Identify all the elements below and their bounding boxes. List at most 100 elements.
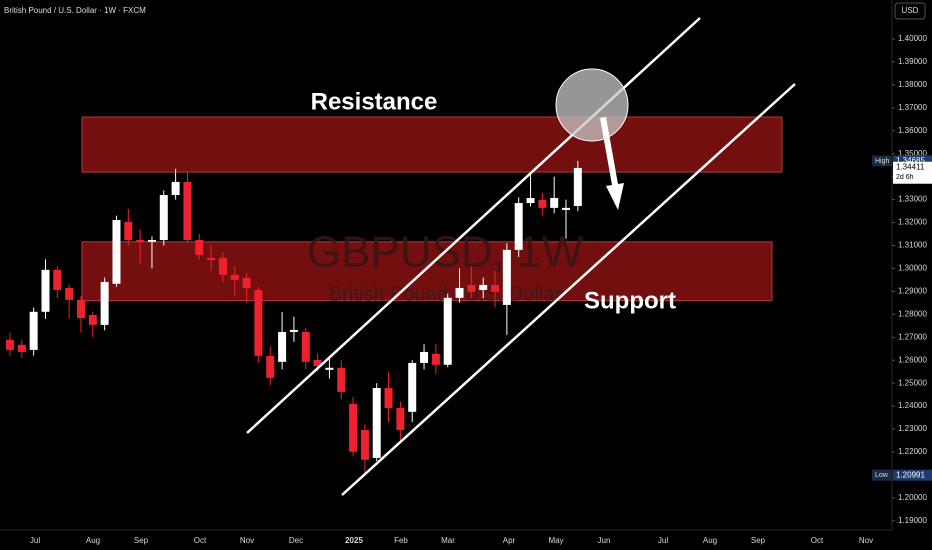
chart-title: British Pound / U.S. Dollar · 1W · FXCM (4, 6, 146, 15)
candle-body (443, 297, 452, 365)
price-label-name-box (872, 469, 892, 481)
x-tick-label: Nov (859, 536, 873, 545)
x-tick-label: Sep (134, 536, 149, 545)
candle-body (491, 284, 500, 292)
zone-label: Support (584, 287, 676, 314)
candle-body (573, 167, 582, 207)
candle-body (159, 195, 168, 240)
candle-body (230, 274, 239, 280)
arrow-down (600, 117, 624, 210)
countdown: 2d 6h (896, 174, 914, 181)
x-tick-label: Oct (811, 536, 824, 545)
candle-body (514, 203, 523, 250)
candle-body (6, 339, 14, 350)
candle-body (124, 221, 133, 240)
candle-body (325, 367, 334, 370)
x-tick-label: Jul (30, 536, 40, 545)
price-label-box (893, 161, 932, 184)
candle-body (242, 277, 251, 288)
candle-body (289, 329, 298, 332)
candle-body (349, 403, 358, 452)
candle-body (479, 284, 488, 291)
y-tick-label: 1.37000 (898, 103, 927, 112)
candle-body (171, 181, 180, 196)
y-tick-label: 1.19000 (898, 516, 927, 525)
y-tick-label: 1.28000 (898, 309, 927, 318)
x-tick-label: Aug (86, 536, 100, 545)
candle-body (147, 239, 156, 242)
x-tick-label: Feb (394, 536, 408, 545)
candle-body (550, 198, 559, 208)
candle-body (337, 367, 346, 392)
channel-upper (246, 17, 701, 434)
y-tick-label: 1.31000 (898, 241, 927, 250)
candle-body (467, 284, 476, 292)
candle-body (431, 353, 440, 365)
price-label-box (893, 155, 932, 167)
y-tick-label: 1.26000 (898, 355, 927, 364)
currency: USD (902, 6, 919, 15)
price-label-name: Low (875, 472, 889, 479)
candle-body (112, 220, 121, 284)
candle-body (88, 315, 97, 325)
x-tick-label: May (548, 536, 563, 545)
x-tick-label: Aug (703, 536, 717, 545)
price-label: 1.20991 (896, 470, 925, 479)
x-tick-label: Apr (503, 536, 516, 545)
y-tick-label: 1.33000 (898, 195, 927, 204)
price-label: 1.34685 (896, 156, 925, 165)
x-tick-label: Oct (194, 536, 207, 545)
candle-body (502, 249, 511, 305)
candle-body (207, 257, 216, 260)
y-tick-label: 1.29000 (898, 286, 927, 295)
candle-body (562, 207, 571, 210)
candle-body (218, 257, 227, 275)
y-tick-label: 1.32000 (898, 218, 927, 227)
y-tick-label: 1.36000 (898, 126, 927, 135)
x-tick-label: Dec (289, 536, 303, 545)
candle-body (29, 311, 38, 350)
highlight-circle (555, 68, 629, 142)
candle-body (526, 198, 535, 204)
y-tick-label: 1.25000 (898, 378, 927, 387)
candle-body (313, 359, 322, 366)
candle-body (65, 287, 74, 300)
x-tick-label: 2025 (345, 536, 363, 545)
candle-body (41, 269, 50, 312)
y-tick-label: 1.40000 (898, 34, 927, 43)
candle-body (408, 362, 417, 412)
y-tick-label: 1.27000 (898, 332, 927, 341)
y-tick-label: 1.20000 (898, 493, 927, 502)
price-label-name-box (872, 155, 892, 167)
y-tick-label: 1.35000 (898, 149, 927, 158)
price-axis (892, 0, 932, 550)
price-label-name: High (875, 158, 890, 165)
x-tick-label: Sep (751, 536, 766, 545)
currency-box[interactable] (894, 2, 926, 20)
price-label: 1.34411 (896, 162, 925, 171)
candle-body (266, 355, 275, 378)
y-tick-label: 1.23000 (898, 424, 927, 433)
y-tick-label: 1.39000 (898, 57, 927, 66)
candle-body (455, 287, 464, 298)
candle-body (100, 281, 109, 325)
candle-body (301, 331, 310, 362)
y-tick-label: 1.22000 (898, 447, 927, 456)
candle-body (136, 239, 145, 242)
channel-lower (341, 83, 796, 496)
candle-body (76, 299, 85, 318)
y-tick-label: 1.24000 (898, 401, 927, 410)
y-tick-label: 1.30000 (898, 264, 927, 273)
x-tick-label: Jun (598, 536, 611, 545)
candle-body (53, 269, 62, 291)
candle-body (17, 344, 26, 352)
candle-body (372, 387, 381, 458)
zone-label: Resistance (311, 88, 438, 115)
candle-body (360, 429, 369, 460)
candle-body (396, 407, 405, 430)
price-label-box (893, 469, 932, 481)
x-tick-label: Jul (658, 536, 668, 545)
candle-body (384, 387, 393, 408)
zone (81, 116, 783, 173)
